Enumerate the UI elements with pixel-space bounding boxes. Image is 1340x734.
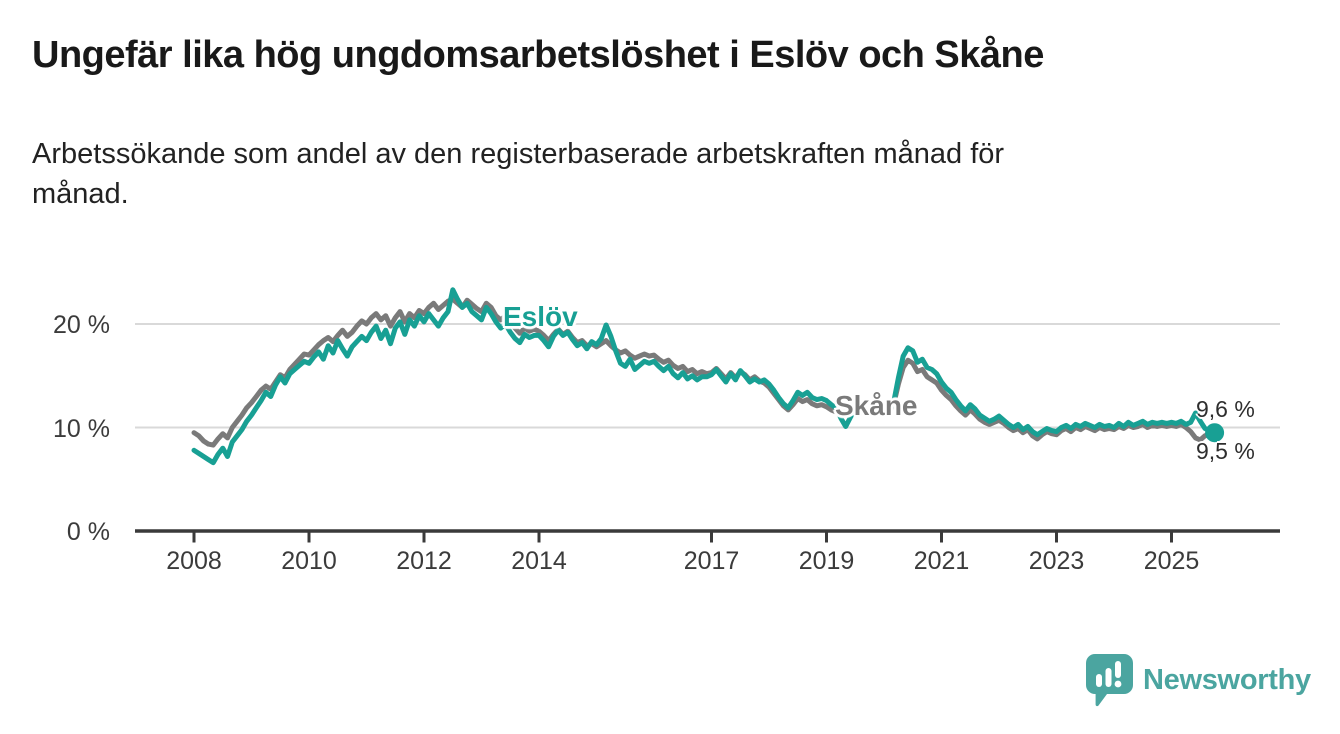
- x-axis-label-2008: 2008: [166, 547, 222, 575]
- chart-subtitle-line-2: månad.: [32, 178, 129, 210]
- x-axis-label-2019: 2019: [798, 547, 855, 575]
- series-line-skåne: [191, 296, 1218, 448]
- value-label-skane: 9,6 %: [1196, 396, 1255, 422]
- chart-title: Ungefär lika hög ungdomsarbetslöshet i E…: [32, 34, 1044, 76]
- newsworthy-logo-text: Newsworthy: [1143, 664, 1311, 696]
- x-axis-label-2021: 2021: [913, 547, 970, 575]
- x-axis-label-2010: 2010: [281, 547, 337, 575]
- x-axis-label-2014: 2014: [511, 547, 567, 575]
- y-axis-label-20: 20 %: [53, 311, 110, 339]
- series-line-eslöv: [191, 287, 1218, 466]
- chart-subtitle-line-1: Arbetssökande som andel av den registerb…: [32, 138, 1005, 170]
- x-axis-label-2012: 2012: [396, 547, 452, 575]
- value-label-eslov: 9,5 %: [1196, 438, 1255, 464]
- newsworthy-logo-icon: [1086, 654, 1133, 707]
- newsworthy-logo: Newsworthy: [1086, 654, 1311, 707]
- x-axis-label-2025: 2025: [1143, 547, 1200, 575]
- y-axis-label-10: 10 %: [53, 415, 110, 443]
- y-axis-label-0: 0 %: [66, 518, 110, 546]
- chart-subtitle: Arbetssökande som andel av den registerb…: [32, 134, 1252, 214]
- series-label-skane: Skåne: [835, 390, 918, 421]
- x-axis-label-2023: 2023: [1028, 547, 1085, 575]
- latest-value-dot: [1205, 423, 1225, 443]
- x-axis-label-2017: 2017: [683, 547, 740, 575]
- series-label-eslov: Eslöv: [503, 301, 578, 332]
